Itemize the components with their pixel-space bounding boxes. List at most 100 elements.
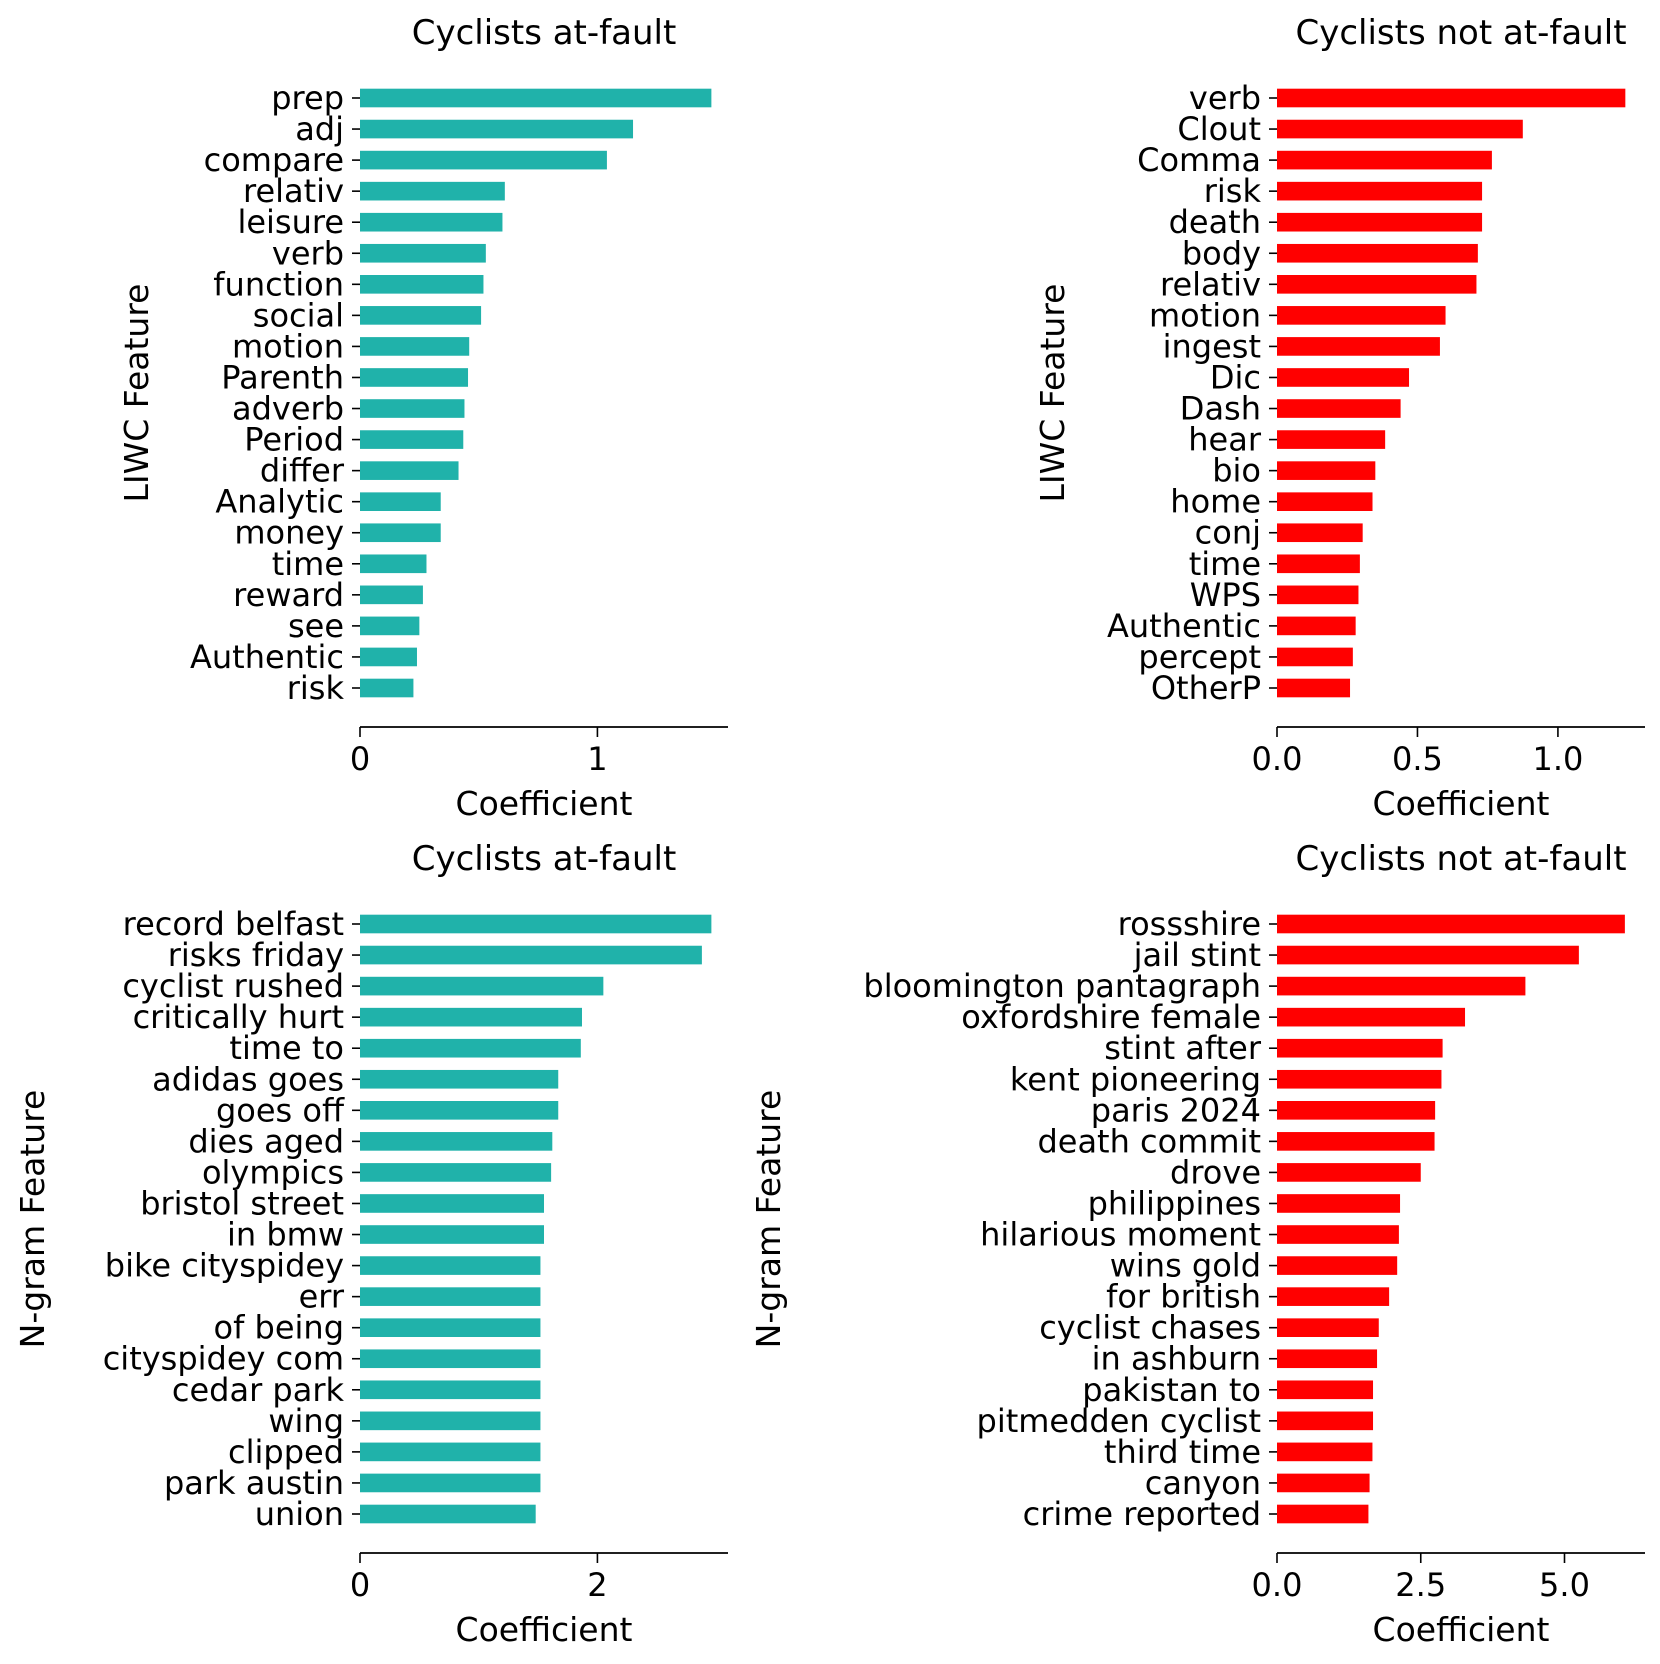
y-tick-label: dies aged <box>188 1122 344 1160</box>
y-tick-label: cyclist chases <box>1039 1309 1261 1347</box>
bar-7 <box>1277 306 1446 325</box>
bar-13 <box>360 492 441 511</box>
liwc-not-at-fault-panel: Cyclists not at-fault verbCloutCommariskd… <box>1033 13 1645 823</box>
bar-5 <box>360 243 486 263</box>
y-tick-label: critically hurt <box>133 998 344 1036</box>
bar-18 <box>360 647 417 667</box>
bar-13 <box>1277 1318 1379 1337</box>
y-tick-label: time to <box>229 1029 344 1067</box>
bar-6 <box>1277 1101 1436 1120</box>
bar-10 <box>360 399 465 418</box>
y-tick-label: clipped <box>228 1433 344 1471</box>
y-tick-label: philippines <box>1088 1184 1261 1222</box>
bar-3 <box>360 1007 582 1027</box>
y-tick-label: death commit <box>1037 1122 1261 1160</box>
bar-10 <box>360 1225 544 1244</box>
y-tick-label: Dash <box>1180 390 1261 428</box>
y-tick-label: function <box>213 265 344 303</box>
bar-11 <box>360 1256 541 1275</box>
y-tick-label: Analytic <box>215 483 344 521</box>
y-tick-label: prep <box>271 79 344 117</box>
bar-13 <box>1277 492 1373 511</box>
chart-title: Cyclists not at-fault <box>1295 13 1626 53</box>
bar-14 <box>360 1349 541 1369</box>
y-tick-label: crime reported <box>1023 1495 1261 1533</box>
y-tick-label: cyclist rushed <box>122 967 344 1005</box>
y-tick-label: in ashburn <box>1092 1340 1261 1378</box>
y-tick-label: oxfordshire female <box>961 998 1261 1036</box>
x-axis-label: Coefficient <box>456 784 633 823</box>
bar-11 <box>1277 430 1386 449</box>
y-tick-label: park austin <box>164 1464 344 1502</box>
y-tick-label: compare <box>204 141 344 179</box>
bar-4 <box>1277 1038 1443 1058</box>
bar-5 <box>360 1069 559 1089</box>
chart-title: Cyclists at-fault <box>412 13 677 53</box>
y-tick-label: OtherP <box>1151 669 1261 707</box>
bar-7 <box>360 1132 553 1151</box>
y-tick-label: canyon <box>1145 1464 1261 1502</box>
bar-18 <box>360 1473 541 1493</box>
y-tick-label: for british <box>1106 1278 1261 1316</box>
bar-9 <box>360 1194 544 1213</box>
bar-0 <box>1277 914 1625 934</box>
y-tick-label: Authentic <box>190 638 344 676</box>
bar-8 <box>360 1163 552 1182</box>
y-tick-label: money <box>234 514 344 552</box>
y-tick-label: differ <box>260 452 345 490</box>
y-tick-label: wing <box>268 1402 344 1440</box>
y-tick-label: motion <box>1149 296 1261 334</box>
y-tick-label: leisure <box>237 203 344 241</box>
bar-19 <box>360 678 414 698</box>
y-tick-label: motion <box>232 327 344 365</box>
bar-11 <box>1277 1256 1398 1275</box>
x-tick-label: 5.0 <box>1539 1566 1590 1604</box>
bar-17 <box>360 616 420 636</box>
y-tick-label: paris 2024 <box>1091 1091 1261 1129</box>
y-axis-label: LIWC Feature <box>117 284 156 503</box>
bar-12 <box>1277 461 1376 480</box>
y-tick-label: goes off <box>216 1091 345 1129</box>
y-tick-label: time <box>272 545 344 583</box>
bar-7 <box>360 306 482 325</box>
bar-14 <box>360 523 441 543</box>
bar-4 <box>360 1038 581 1058</box>
bar-18 <box>1277 647 1353 667</box>
y-tick-label: kent pioneering <box>1010 1060 1261 1098</box>
bar-1 <box>360 945 702 965</box>
bar-3 <box>1277 181 1483 201</box>
bar-16 <box>360 1411 541 1431</box>
chart-title: Cyclists not at-fault <box>1295 839 1626 879</box>
y-tick-label: pakistan to <box>1082 1371 1261 1409</box>
bar-18 <box>1277 1473 1370 1493</box>
y-tick-label: record belfast <box>123 905 344 943</box>
y-tick-label: WPS <box>1190 576 1261 614</box>
bar-2 <box>1277 976 1526 996</box>
y-axis-label: N-gram Feature <box>749 1090 788 1349</box>
y-tick-label: Parenth <box>221 358 344 396</box>
y-tick-label: of being <box>214 1309 345 1347</box>
y-tick-label: Period <box>244 421 344 459</box>
x-tick-label: 0.0 <box>1252 740 1303 778</box>
y-tick-label: verb <box>1189 79 1261 117</box>
bar-17 <box>1277 1442 1373 1462</box>
y-tick-label: Authentic <box>1107 607 1261 645</box>
bar-1 <box>1277 119 1523 139</box>
y-tick-label: time <box>1189 545 1261 583</box>
bar-15 <box>360 554 427 574</box>
bar-13 <box>360 1318 541 1337</box>
x-tick-label: 1.0 <box>1532 740 1583 778</box>
bar-17 <box>360 1442 541 1462</box>
y-tick-label: adverb <box>232 390 344 428</box>
bar-15 <box>360 1380 541 1400</box>
y-tick-label: cityspidey com <box>103 1340 344 1378</box>
y-tick-label: risk <box>287 669 345 707</box>
bar-12 <box>360 1287 541 1306</box>
y-tick-label: bristol street <box>140 1184 344 1222</box>
bar-10 <box>1277 1225 1399 1244</box>
x-axis-label: Coefficient <box>456 1610 633 1649</box>
y-tick-label: Clout <box>1177 110 1261 148</box>
x-tick-label: 0 <box>350 740 370 778</box>
y-tick-label: relativ <box>1160 265 1261 303</box>
